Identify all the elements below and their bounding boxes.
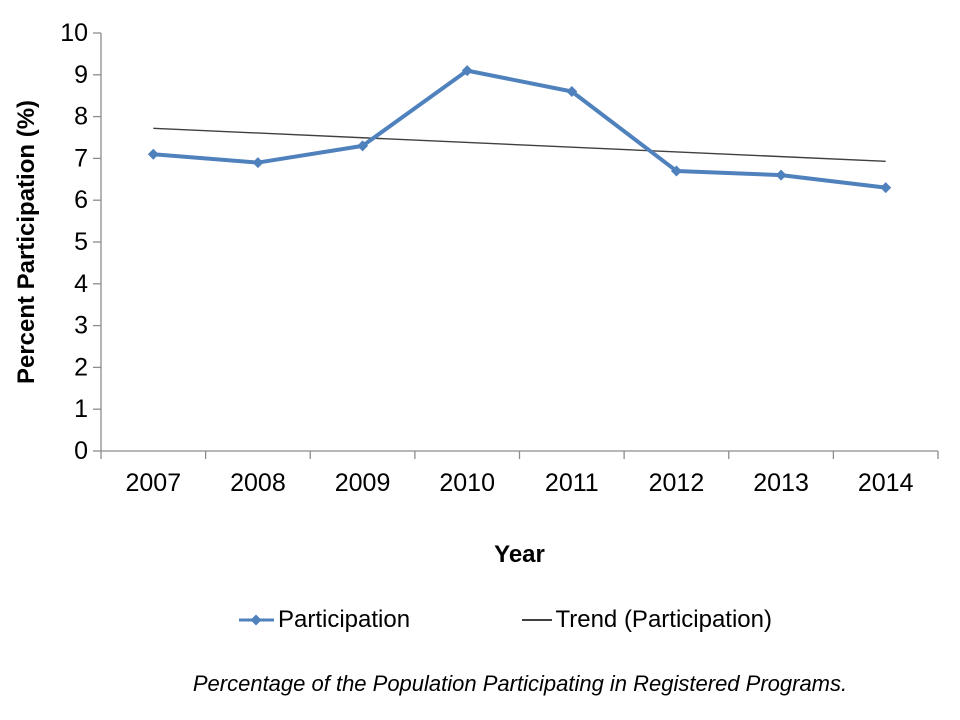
x-tick-label: 2011 (545, 469, 599, 497)
y-tick-label: 5 (74, 228, 88, 256)
legend-label-participation: Participation (278, 606, 411, 633)
x-tick-label: 2009 (335, 469, 391, 497)
participation-series-line (151, 68, 888, 190)
legend-item-participation: Participation (238, 606, 410, 634)
chart-caption: Percentage of the Population Participati… (192, 671, 848, 696)
diamond-marker-icon (670, 165, 682, 177)
trend-line (153, 127, 886, 163)
diamond-marker-icon (880, 182, 892, 194)
x-tick-label: 2012 (649, 469, 705, 497)
x-tick-label: 2007 (126, 469, 182, 497)
y-tick-label: 2 (74, 353, 88, 381)
x-axis-ticks: 2007 2008 2009 2010 2011 2012 2013 2014 (100, 451, 939, 497)
diamond-marker-icon (775, 169, 787, 181)
participation-line-marker-icon (239, 614, 274, 626)
y-tick-label: 1 (74, 395, 88, 423)
legend-item-trend: Trend (Participation) (522, 606, 772, 634)
diamond-marker-icon (461, 65, 473, 77)
y-tick-label: 4 (74, 270, 88, 298)
y-tick-label: 3 (74, 312, 88, 340)
x-tick-label: 2010 (439, 469, 495, 497)
y-axis-title: Percent Participation (%) (13, 99, 40, 385)
x-tick-label: 2008 (230, 469, 286, 497)
y-tick-label: 7 (74, 144, 88, 172)
diamond-marker-icon (357, 140, 369, 152)
legend-label-trend: Trend (Participation) (555, 606, 772, 633)
y-axis-ticks: 0 1 2 3 4 5 6 7 8 9 10 (60, 19, 101, 465)
axes (100, 33, 938, 452)
y-tick-label: 10 (60, 19, 88, 47)
y-tick-label: 0 (74, 437, 88, 465)
trend-line-marker-icon (522, 619, 553, 621)
y-tick-label: 9 (74, 61, 88, 89)
participation-series-markers (147, 65, 892, 194)
diamond-marker-icon (147, 148, 159, 160)
legend: Participation Trend (Participation) (238, 603, 772, 637)
diamond-marker-icon (252, 157, 264, 169)
x-tick-label: 2014 (858, 469, 914, 497)
y-tick-label: 6 (74, 186, 88, 214)
x-axis-title: Year (494, 541, 545, 568)
y-tick-label: 8 (74, 103, 88, 131)
x-tick-label: 2013 (753, 469, 809, 497)
diamond-marker-icon (566, 86, 578, 98)
